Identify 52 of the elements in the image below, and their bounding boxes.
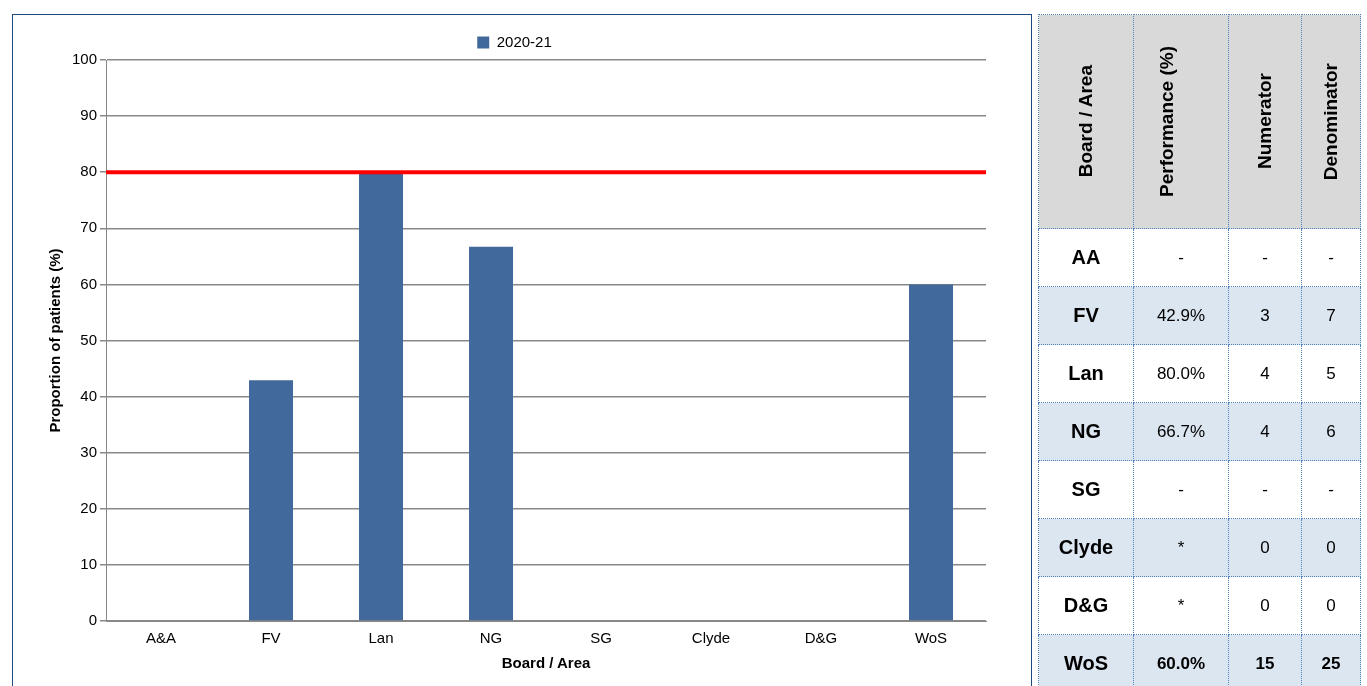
text: -	[1178, 479, 1184, 499]
text: 5	[1326, 363, 1336, 383]
bar	[909, 284, 953, 621]
bar	[249, 380, 294, 621]
y-tick-label: Lan	[1038, 344, 1134, 403]
text: 0	[1260, 595, 1270, 615]
x-axis-title: Board / Area	[501, 654, 591, 672]
y-tick-label: Clyde	[1038, 518, 1134, 577]
y-tick-label: AA	[1038, 228, 1134, 287]
y-tick-label: 100	[72, 50, 98, 68]
x-tick-label: A&A	[146, 629, 177, 647]
y-tick-label: 60	[80, 274, 98, 292]
text: -	[1178, 247, 1184, 267]
row-shading: WoS 60.0% 15 25	[1038, 634, 1361, 686]
bar	[359, 172, 404, 621]
y-tick-label: 50	[80, 330, 98, 348]
x-tick-label: Clyde	[691, 629, 731, 647]
text: 4	[1260, 363, 1270, 383]
text: 0	[1326, 595, 1336, 615]
bar	[469, 246, 514, 621]
y-tick-label: SG	[1038, 460, 1134, 519]
x-tick-label: D&G	[804, 629, 838, 647]
y-tick-label: 20	[80, 498, 98, 516]
text: -	[1328, 247, 1334, 267]
y-tick-label: 70	[80, 218, 98, 236]
y-tick-label: 30	[80, 442, 98, 460]
x-tick-label: Denominator	[1320, 62, 1342, 181]
x-tick-label: Numerator	[1254, 73, 1276, 170]
x-tick-label: FV	[261, 629, 281, 647]
text: *	[1177, 595, 1185, 615]
legend-label: 2020-21	[496, 32, 552, 50]
x-tick-label: NG	[479, 629, 503, 647]
x-tick-label: WoS	[914, 629, 948, 647]
y-tick-label: FV	[1038, 286, 1134, 345]
x-tick-label: Lan	[368, 629, 394, 647]
y-tick-label: 10	[80, 555, 98, 573]
y-axis-title: Proportion of patients (%)	[46, 248, 64, 433]
y-tick-label: 90	[80, 106, 98, 124]
x-tick-label: Performance (%)	[1156, 46, 1178, 197]
y-tick-label: 80	[80, 162, 98, 180]
text: -	[1262, 479, 1268, 499]
row-shading: NG 66.7% 4 6	[1038, 402, 1361, 461]
row-shading: FV 42.9% 3 7	[1038, 286, 1361, 345]
text: -	[1262, 247, 1268, 267]
text: -	[1328, 479, 1334, 499]
y-tick-label: 40	[80, 386, 98, 404]
row-shading: Clyde * 0 0	[1038, 518, 1361, 577]
y-tick-label: NG	[1038, 402, 1134, 461]
y-axis-title: Board / Area	[1075, 65, 1097, 178]
x-tick-label: SG	[590, 629, 612, 647]
text: 80.0%	[1156, 363, 1206, 383]
y-tick-label: 0	[88, 611, 98, 629]
